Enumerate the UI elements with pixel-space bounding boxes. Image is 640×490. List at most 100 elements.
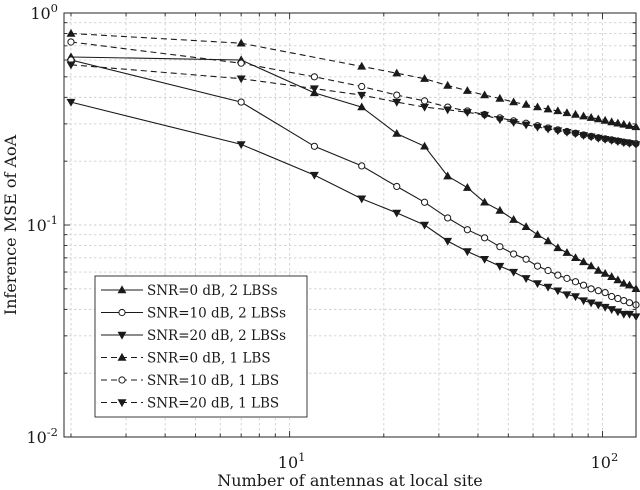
data-point [480,90,490,99]
data-point [625,140,634,148]
data-point [619,310,629,319]
data-point [521,222,531,231]
y-tick-label-base: 10 [26,428,46,447]
data-point [571,253,580,262]
data-point [480,197,490,206]
x-tick-label: 102 [591,450,619,472]
x-tick-label-base: 10 [278,453,298,472]
data-point [613,118,623,127]
data-point [607,137,617,145]
data-point [586,261,596,270]
data-point [593,134,603,143]
y-tick-label-exponent: -1 [47,213,58,227]
data-point [495,205,505,214]
data-point [420,97,429,105]
data-point [613,275,623,284]
legend-item: SNR=10 dB, 1 LBS [101,373,279,389]
data-point [117,285,127,294]
data-point [593,301,603,310]
data-point [553,106,563,115]
data-point [420,103,430,112]
legend-item: SNR=10 dB, 2 LBSs [101,306,286,322]
data-point [66,98,76,107]
data-point [613,308,623,317]
data-point [571,130,580,139]
data-point [420,74,430,82]
series-group [66,28,640,322]
y-tick-label: 100 [30,1,58,23]
legend: SNR=0 dB, 2 LBSs SNR=10 dB, 2 LBSs SNR=20 … [94,275,308,418]
data-point [533,280,542,289]
legend-item: SNR=20 dB, 2 LBSs [101,328,286,344]
data-point [510,250,518,258]
data-point [462,183,472,191]
data-point [443,80,453,89]
legend-label: SNR=0 dB, 1 LBS [147,351,271,367]
data-point [586,133,596,142]
legend-label: SNR=20 dB, 2 LBSs [147,328,286,344]
legend-label: SNR=0 dB, 2 LBSs [147,283,278,299]
series-line [70,41,637,145]
data-point [358,162,366,170]
data-point [601,288,609,297]
data-point [522,255,530,263]
x-tick-label-base: 10 [591,453,611,472]
data-point [553,127,563,136]
data-point [619,119,629,128]
data-point [625,121,634,129]
data-point [392,98,402,107]
data-point [118,376,126,384]
data-point [600,303,610,312]
data-point [579,297,589,306]
data-point [594,287,602,295]
data-point [236,38,246,47]
data-point [600,135,610,144]
data-point [118,308,126,317]
data-point [509,268,519,277]
data-point [66,28,76,37]
data-point [553,287,563,296]
data-point [357,102,367,111]
data-point [495,116,505,124]
data-point [593,114,603,123]
data-point [607,306,617,314]
data-point [463,226,471,234]
data-point [117,399,127,408]
data-point [357,61,367,70]
data-point [562,291,572,300]
data-point [310,142,318,150]
data-point [309,85,319,94]
data-point [443,171,453,180]
y-tick-label-exponent: -2 [47,425,58,439]
data-point [67,38,75,46]
data-point [443,237,453,246]
data-point [607,272,617,280]
y-tick-label: 10-1 [26,213,58,235]
data-point [66,61,76,70]
data-point [237,98,245,106]
data-point [554,271,562,279]
data-point [117,352,127,361]
data-point [613,138,623,146]
legend-item: SNR=20 dB, 1 LBS [101,396,279,412]
data-point [533,230,542,238]
data-point [563,274,571,282]
data-point [462,109,472,117]
data-point [393,182,401,191]
data-point [608,292,616,301]
data-point [600,268,610,277]
legend-item: SNR=0 dB, 1 LBS [101,351,271,367]
data-point [521,275,531,283]
data-point [393,91,401,99]
data-point [600,115,610,124]
data-point [625,299,634,307]
data-point [619,139,629,148]
data-point [579,281,588,289]
data-point [509,119,519,127]
legend-label: SNR=20 dB, 1 LBS [147,396,279,412]
data-point [444,214,452,222]
y-tick-label: 10-2 [26,425,58,447]
data-point [521,121,531,130]
